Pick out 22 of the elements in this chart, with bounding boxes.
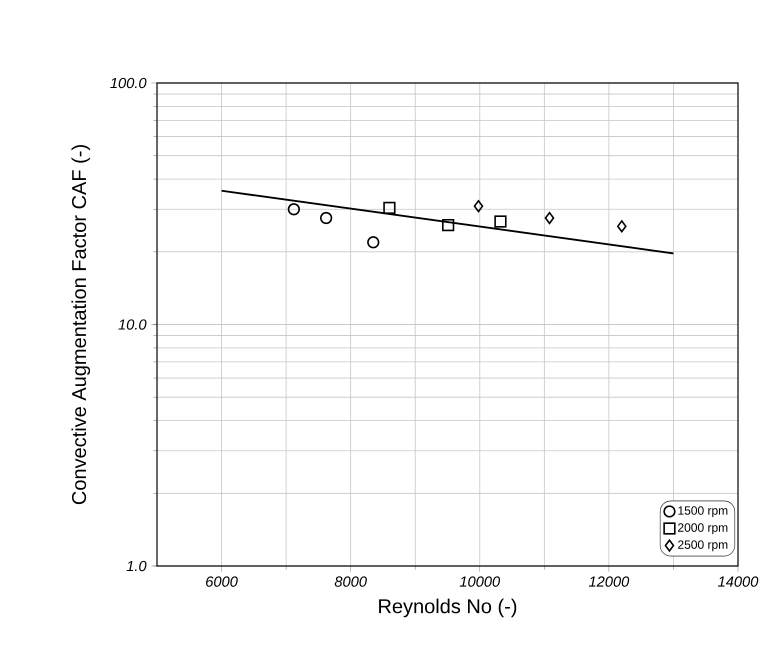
legend-label: 2500 rpm xyxy=(678,540,728,552)
x-tick-label: 12000 xyxy=(588,576,630,587)
legend-label: 1500 rpm xyxy=(678,506,728,518)
point xyxy=(494,215,507,228)
point xyxy=(442,218,454,232)
y-axis-title: Convective Augmentation Factor CAF (-) xyxy=(71,145,90,504)
point xyxy=(474,200,484,212)
x-axis-title: Reynolds No (-) xyxy=(379,598,516,618)
y-tick-label: 100.0 xyxy=(110,78,146,88)
x-tick-label: 14000 xyxy=(718,576,758,587)
point xyxy=(367,236,380,248)
y-tick-label: 10.0 xyxy=(118,319,146,330)
point xyxy=(320,212,332,224)
x-tick-label: 8000 xyxy=(334,576,367,587)
point xyxy=(544,212,554,224)
x-tick-label: 6000 xyxy=(206,576,238,587)
legend-label: 2000 rpm xyxy=(678,523,728,534)
point xyxy=(288,203,300,216)
y-tick-label: 1.0 xyxy=(126,560,146,572)
point xyxy=(617,220,627,232)
x-tick-label: 10000 xyxy=(460,576,500,587)
point xyxy=(383,202,396,214)
